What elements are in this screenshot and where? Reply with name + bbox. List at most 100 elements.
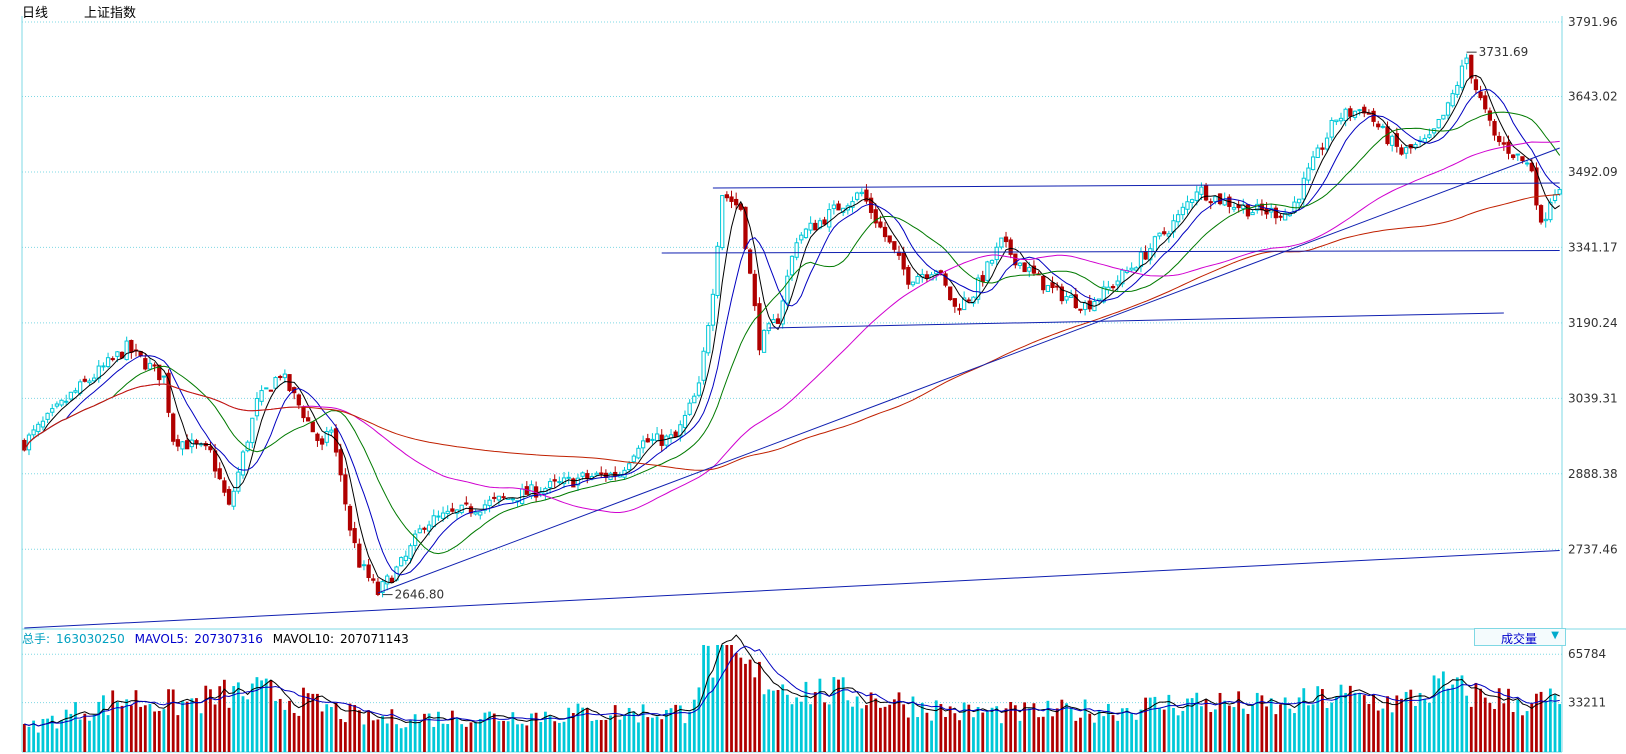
- candle: [1148, 248, 1153, 261]
- volume-tick-label: 65784: [1568, 647, 1606, 661]
- candle: [752, 273, 757, 307]
- volume-bar: [1423, 699, 1427, 752]
- volume-bar: [1516, 699, 1520, 752]
- volume-bar: [22, 723, 26, 752]
- volume-bar: [1204, 699, 1208, 752]
- volume-bar: [767, 689, 771, 752]
- candle: [1520, 156, 1525, 162]
- candle: [1073, 294, 1078, 309]
- candle: [473, 511, 478, 515]
- candle: [1278, 215, 1283, 218]
- volume-bar: [1260, 695, 1264, 752]
- volume-bar: [1060, 699, 1064, 752]
- volume-bar: [846, 700, 850, 752]
- volume-bar: [115, 702, 119, 752]
- volume-bar: [1265, 706, 1268, 752]
- candle: [129, 339, 134, 353]
- candle: [868, 197, 874, 213]
- volume-bar: [920, 702, 924, 752]
- volume-bar: [162, 709, 166, 752]
- volume-bar: [102, 695, 105, 752]
- volume-bar: [134, 690, 138, 752]
- candle: [901, 252, 906, 270]
- candle: [561, 477, 567, 485]
- volume-bar: [311, 693, 315, 752]
- volume-bar: [441, 723, 445, 752]
- volume-bar: [1320, 689, 1324, 752]
- volume-bar: [972, 717, 975, 752]
- volume-bar: [302, 687, 305, 752]
- indicator-select-label: 成交量: [1501, 632, 1538, 646]
- volume-bar: [185, 701, 189, 752]
- candle: [1497, 135, 1502, 143]
- candle: [859, 191, 864, 195]
- indicator-select[interactable]: 成交量 ▼: [1474, 628, 1566, 646]
- candle: [757, 303, 762, 351]
- candle: [1329, 119, 1334, 138]
- volume-bar: [1404, 691, 1408, 752]
- candle: [724, 194, 729, 199]
- candle: [864, 189, 869, 202]
- candle: [1394, 133, 1399, 147]
- candle: [250, 417, 255, 444]
- volume-bar: [1553, 694, 1557, 752]
- volume-bar: [702, 645, 705, 752]
- candle: [761, 329, 767, 353]
- candle: [408, 545, 413, 559]
- candle: [180, 441, 185, 450]
- candle: [599, 472, 604, 475]
- volume-bar: [409, 720, 412, 752]
- volume-bar: [1213, 709, 1217, 752]
- volume-bar: [376, 719, 380, 752]
- volume-bar: [632, 711, 636, 752]
- volume-bar: [330, 706, 333, 752]
- candle: [1143, 250, 1148, 260]
- candle: [1250, 212, 1255, 216]
- volume-bar: [1283, 697, 1287, 752]
- candle: [1543, 218, 1548, 222]
- volume-bar: [1469, 706, 1473, 752]
- candle: [650, 438, 655, 441]
- candle: [999, 237, 1004, 248]
- candle: [110, 358, 115, 361]
- candle: [794, 242, 799, 258]
- volume-bar: [390, 709, 394, 752]
- volume-bar: [1493, 708, 1496, 752]
- candle: [1524, 162, 1530, 165]
- volume-bar: [27, 726, 31, 752]
- volume-bar: [1246, 713, 1250, 752]
- volume-bar: [83, 713, 87, 752]
- candle: [82, 378, 87, 382]
- ma5-line: [23, 74, 1560, 584]
- volume-bar: [1223, 700, 1227, 752]
- volume-bar: [204, 685, 208, 752]
- volume-bar: [469, 722, 473, 752]
- candle: [399, 557, 404, 567]
- candle: [278, 375, 283, 378]
- volume-bar: [269, 680, 273, 752]
- volume-bar: [278, 698, 282, 752]
- volume-bar: [860, 708, 864, 752]
- candle: [1013, 253, 1018, 266]
- candle: [1413, 143, 1418, 148]
- volume-bar: [683, 723, 687, 752]
- candle: [436, 515, 441, 518]
- candle: [734, 198, 739, 206]
- candle: [822, 219, 827, 225]
- candle: [943, 273, 948, 286]
- period-label[interactable]: 日线: [22, 6, 49, 21]
- mavol5-value: 207307316: [194, 632, 263, 646]
- candle: [594, 472, 599, 476]
- volume-bar: [1525, 711, 1529, 752]
- volume-bar: [595, 719, 598, 752]
- candle: [687, 402, 692, 415]
- candle: [1557, 189, 1562, 195]
- high-value-label: 3731.69: [1479, 45, 1529, 59]
- candle: [1343, 108, 1348, 122]
- candle: [994, 246, 999, 261]
- volume-bar: [1125, 707, 1129, 752]
- volume-bar: [385, 723, 389, 752]
- ma120-line: [23, 194, 1560, 471]
- price-tick-label: 3341.17: [1568, 240, 1618, 254]
- candle: [827, 209, 832, 228]
